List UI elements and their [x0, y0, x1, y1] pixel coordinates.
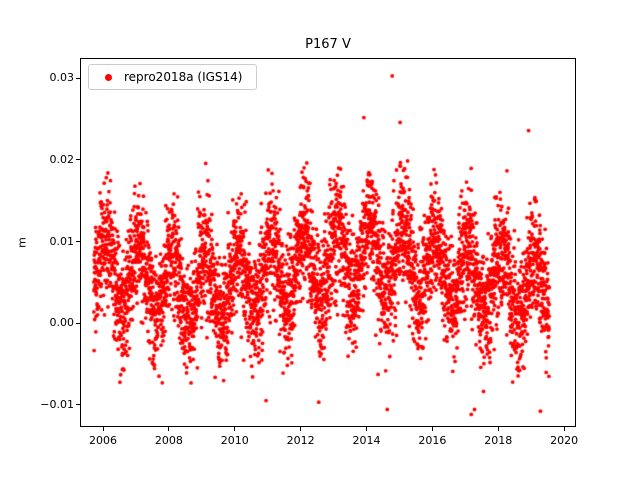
y-tick-mark: [76, 77, 80, 79]
scatter-points: [80, 58, 574, 425]
y-tick-mark: [76, 159, 80, 161]
y-tick-mark: [76, 322, 80, 324]
x-tick-mark: [563, 427, 565, 431]
x-tick-mark: [168, 427, 170, 431]
x-tick-label: 2008: [154, 434, 183, 447]
x-tick-label: 2006: [89, 434, 118, 447]
y-tick-label: 0.02: [49, 152, 75, 166]
x-tick-label: 2018: [484, 434, 513, 447]
x-tick-mark: [366, 427, 368, 431]
x-tick-label: 2014: [352, 434, 381, 447]
chart-title: P167 V: [305, 37, 351, 52]
legend-label: repro2018a (IGS14): [124, 70, 243, 84]
x-tick-label: 2016: [418, 434, 447, 447]
x-tick-mark: [102, 427, 104, 431]
x-tick-label: 2012: [286, 434, 315, 447]
x-tick-label: 2010: [220, 434, 249, 447]
y-tick-label: 0.00: [49, 316, 75, 330]
x-tick-mark: [431, 427, 433, 431]
x-tick-mark: [300, 427, 302, 431]
y-tick-label: 0.03: [49, 71, 75, 85]
x-tick-label: 2020: [550, 434, 579, 447]
x-tick-mark: [234, 427, 236, 431]
legend[interactable]: repro2018a (IGS14): [88, 64, 258, 90]
y-tick-label: 0.01: [49, 234, 75, 248]
y-tick-mark: [76, 404, 80, 406]
y-tick-mark: [76, 241, 80, 242]
legend-marker-dot: [105, 73, 112, 81]
x-tick-mark: [497, 427, 499, 431]
y-tick-label: −0.01: [40, 397, 74, 411]
plot-area: repro2018a (IGS14): [80, 58, 576, 427]
